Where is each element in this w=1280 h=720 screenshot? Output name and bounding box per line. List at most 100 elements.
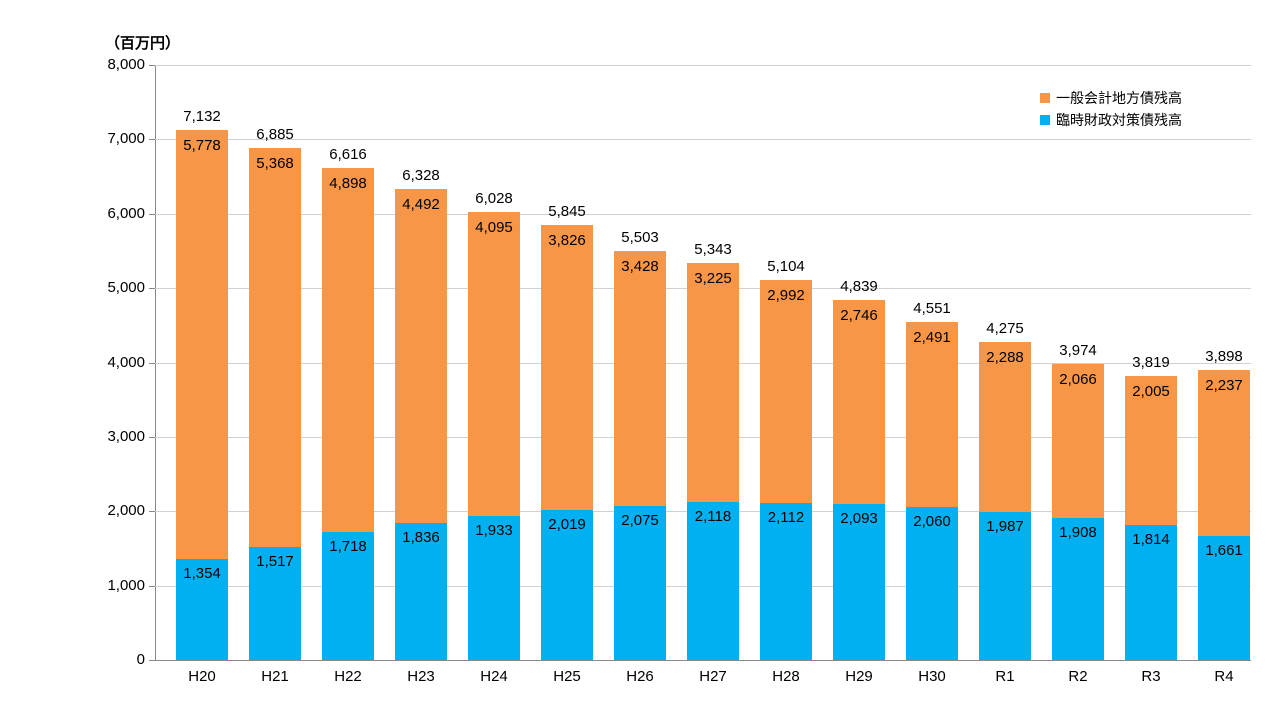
- y-tick-mark: [149, 214, 155, 215]
- bar-H26: [614, 251, 666, 660]
- bar-seg-s0: [906, 322, 958, 507]
- y-tick-label: 5,000: [95, 279, 145, 296]
- bar-H29: [833, 300, 885, 660]
- seg-label-s1: 1,908: [1059, 524, 1097, 541]
- bar-H30: [906, 322, 958, 660]
- total-label: 3,974: [1059, 342, 1097, 359]
- gridline: [155, 214, 1251, 215]
- bar-seg-s0: [833, 300, 885, 504]
- seg-label-s1: 1,933: [475, 522, 513, 539]
- seg-label-s1: 1,718: [329, 538, 367, 555]
- y-tick-mark: [149, 660, 155, 661]
- seg-label-s1: 1,836: [402, 529, 440, 546]
- seg-label-s1: 2,060: [913, 513, 951, 530]
- x-tick-label: H25: [553, 668, 581, 685]
- seg-label-s1: 2,019: [548, 516, 586, 533]
- total-label: 3,898: [1205, 348, 1243, 365]
- seg-label-s0: 2,005: [1132, 383, 1170, 400]
- seg-label-s0: 2,491: [913, 329, 951, 346]
- bar-seg-s1: [760, 503, 812, 660]
- seg-label-s1: 1,987: [986, 518, 1024, 535]
- bar-seg-s0: [395, 189, 447, 523]
- total-label: 6,885: [256, 126, 294, 143]
- legend-swatch-1: [1040, 115, 1050, 125]
- chart-root: （百万円） 一般会計地方債残高 臨時財政対策債残高 01,0002,0003,0…: [0, 0, 1280, 720]
- x-tick-label: R4: [1214, 668, 1233, 685]
- seg-label-s0: 2,992: [767, 287, 805, 304]
- bar-seg-s0: [176, 130, 228, 560]
- x-tick-label: R3: [1141, 668, 1160, 685]
- x-tick-label: R1: [995, 668, 1014, 685]
- x-tick-label: R2: [1068, 668, 1087, 685]
- plot-area: [155, 65, 1251, 660]
- y-tick-mark: [149, 139, 155, 140]
- x-tick-label: H26: [626, 668, 654, 685]
- seg-label-s0: 5,778: [183, 137, 221, 154]
- bar-H23: [395, 189, 447, 660]
- y-tick-label: 7,000: [95, 130, 145, 147]
- bar-seg-s0: [1198, 370, 1250, 536]
- x-tick-label: H23: [407, 668, 435, 685]
- legend-item-0: 一般会計地方債残高: [1040, 88, 1182, 108]
- legend-item-1: 臨時財政対策債残高: [1040, 110, 1182, 130]
- gridline: [155, 660, 1251, 661]
- bar-seg-s1: [614, 506, 666, 660]
- seg-label-s0: 2,288: [986, 349, 1024, 366]
- x-tick-label: H28: [772, 668, 800, 685]
- bar-seg-s0: [614, 251, 666, 506]
- seg-label-s0: 3,225: [694, 270, 732, 287]
- total-label: 4,839: [840, 278, 878, 295]
- total-label: 7,132: [183, 108, 221, 125]
- y-tick-label: 8,000: [95, 56, 145, 73]
- seg-label-s0: 2,066: [1059, 371, 1097, 388]
- y-tick-label: 6,000: [95, 205, 145, 222]
- legend-swatch-0: [1040, 93, 1050, 103]
- seg-label-s1: 2,075: [621, 512, 659, 529]
- seg-label-s0: 4,898: [329, 175, 367, 192]
- bar-seg-s1: [687, 502, 739, 660]
- legend-label-1: 臨時財政対策債残高: [1056, 110, 1182, 130]
- bar-seg-s0: [760, 280, 812, 503]
- gridline: [155, 139, 1251, 140]
- bar-H27: [687, 263, 739, 660]
- total-label: 5,343: [694, 241, 732, 258]
- x-tick-label: H24: [480, 668, 508, 685]
- bar-seg-s0: [468, 212, 520, 517]
- bar-H22: [322, 168, 374, 660]
- bar-R1: [979, 342, 1031, 660]
- seg-label-s1: 1,814: [1132, 531, 1170, 548]
- total-label: 5,845: [548, 203, 586, 220]
- bar-H25: [541, 225, 593, 660]
- bar-R3: [1125, 376, 1177, 660]
- seg-label-s1: 1,661: [1205, 542, 1243, 559]
- legend-label-0: 一般会計地方債残高: [1056, 88, 1182, 108]
- seg-label-s1: 2,112: [768, 509, 804, 526]
- bar-R4: [1198, 370, 1250, 660]
- x-tick-label: H20: [188, 668, 216, 685]
- x-tick-label: H30: [918, 668, 946, 685]
- y-tick-label: 0: [95, 651, 145, 668]
- x-tick-label: H27: [699, 668, 727, 685]
- seg-label-s1: 1,354: [183, 565, 221, 582]
- seg-label-s0: 2,237: [1205, 377, 1243, 394]
- y-tick-mark: [149, 511, 155, 512]
- seg-label-s0: 2,746: [840, 307, 878, 324]
- total-label: 5,503: [621, 229, 659, 246]
- bar-seg-s0: [322, 168, 374, 532]
- y-tick-mark: [149, 437, 155, 438]
- bar-seg-s0: [687, 263, 739, 503]
- bar-R2: [1052, 364, 1104, 660]
- total-label: 5,104: [767, 258, 805, 275]
- y-tick-mark: [149, 65, 155, 66]
- y-tick-label: 3,000: [95, 428, 145, 445]
- bar-seg-s0: [979, 342, 1031, 512]
- seg-label-s0: 3,826: [548, 232, 586, 249]
- seg-label-s0: 3,428: [621, 258, 659, 275]
- total-label: 3,819: [1132, 354, 1170, 371]
- y-tick-mark: [149, 363, 155, 364]
- bar-H24: [468, 212, 520, 660]
- y-axis-unit-label: （百万円）: [105, 32, 180, 53]
- bar-seg-s0: [249, 148, 301, 547]
- seg-label-s0: 4,095: [475, 219, 513, 236]
- y-tick-mark: [149, 288, 155, 289]
